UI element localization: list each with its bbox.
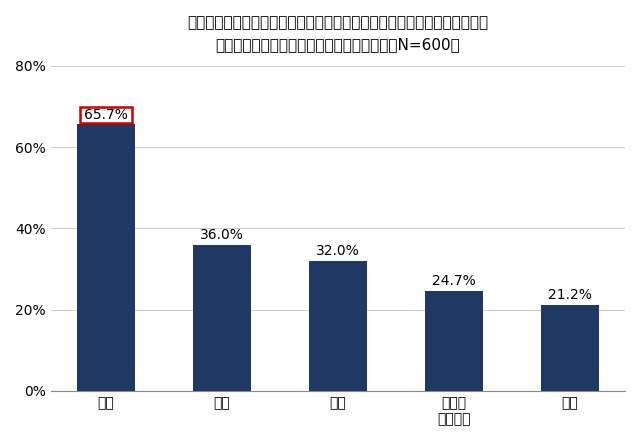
Text: 21.2%: 21.2% (548, 288, 592, 303)
Bar (308, 261, 367, 391)
Bar (425, 291, 483, 391)
Text: 32.0%: 32.0% (316, 244, 360, 258)
Title: 今後、もしあなたがストーカー行為の被害に遭った（遭いそうになった）
としたら、誰に相談しますか　（複数回答、N=600）: 今後、もしあなたがストーカー行為の被害に遭った（遭いそうになった） としたら、誰… (188, 15, 488, 52)
Text: 65.7%: 65.7% (84, 108, 127, 122)
Bar (541, 305, 599, 391)
Text: 24.7%: 24.7% (432, 274, 476, 288)
Bar (77, 124, 135, 391)
Text: 36.0%: 36.0% (200, 228, 244, 242)
Bar (193, 245, 251, 391)
